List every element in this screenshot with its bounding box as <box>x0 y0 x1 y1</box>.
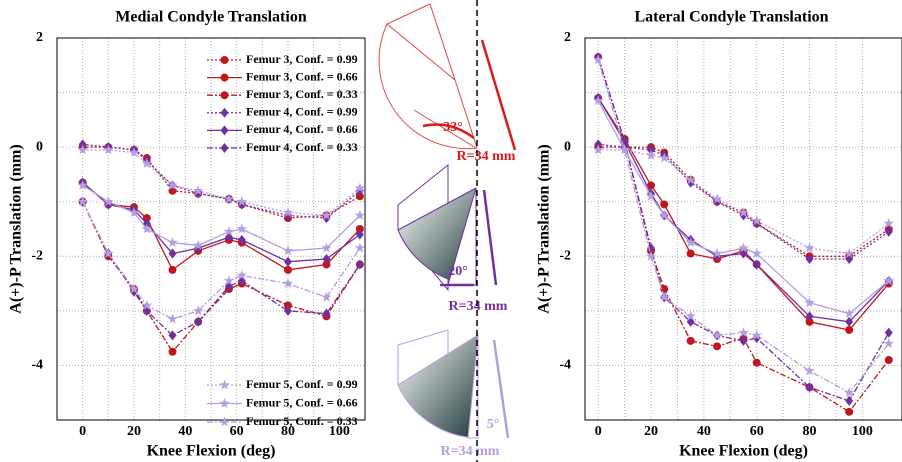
x-tick-label: 20 <box>127 424 141 439</box>
marker <box>885 356 893 364</box>
legend-label: Femur 4, Conf. = 0.33 <box>246 140 358 154</box>
plot-area <box>77 139 365 355</box>
series-line <box>83 183 360 270</box>
marker <box>219 380 229 390</box>
radius-arrow <box>482 40 515 150</box>
y-tick-label: -4 <box>559 358 571 373</box>
legend-label: Femur 3, Conf. = 0.99 <box>246 52 358 66</box>
x-tick-label: 0 <box>595 424 602 439</box>
marker <box>219 398 229 408</box>
marker <box>804 365 815 375</box>
marker <box>321 292 331 302</box>
marker <box>713 342 721 350</box>
series-line <box>83 144 360 218</box>
series-line <box>598 144 889 259</box>
legend-label: Femur 3, Conf. = 0.33 <box>246 87 358 101</box>
marker <box>167 237 177 247</box>
angle-label: 20° <box>448 264 468 279</box>
marker <box>753 359 761 367</box>
series-line <box>83 202 360 336</box>
marker <box>167 314 177 324</box>
legend-label: Femur 3, Conf. = 0.66 <box>246 69 358 83</box>
marker <box>355 243 366 253</box>
marker <box>844 387 855 397</box>
series-line <box>598 147 889 256</box>
marker <box>221 143 229 153</box>
diagram: 33° R=34 mm 20° R=34 mm 5° R=34 mm <box>379 0 516 462</box>
chart: Lateral Condyle Translation Knee Flexion … <box>536 9 902 460</box>
series-line <box>598 150 889 254</box>
angle-label: 5° <box>487 417 500 432</box>
chart-title: Medial Condyle Translation <box>115 9 307 26</box>
y-tick-label: -4 <box>31 358 43 373</box>
legend-label: Femur 5, Conf. = 0.66 <box>246 395 358 409</box>
y-tick-label: -2 <box>559 249 571 264</box>
x-tick-label: 60 <box>750 424 764 439</box>
marker <box>844 308 855 318</box>
x-tick-label: 20 <box>644 424 658 439</box>
series-line <box>83 183 360 262</box>
legend-label: Femur 4, Conf. = 0.66 <box>246 122 358 136</box>
marker <box>221 91 229 99</box>
angle-label: 33° <box>443 120 463 135</box>
x-tick-label: 60 <box>230 424 244 439</box>
series-line <box>598 57 889 401</box>
x-axis-label: Knee Flexion (deg) <box>679 443 808 460</box>
marker <box>806 382 814 392</box>
radius-label: R=34 mm <box>457 149 516 164</box>
series-line <box>598 57 889 412</box>
chart-title: Lateral Condyle Translation <box>634 9 828 26</box>
legend-label: Femur 5, Conf. = 0.99 <box>246 377 358 391</box>
x-tick-label: 0 <box>79 424 86 439</box>
y-tick-label: 0 <box>564 139 571 154</box>
marker <box>221 108 229 118</box>
x-axis-label: Knee Flexion (deg) <box>147 443 276 460</box>
marker <box>221 74 229 82</box>
marker <box>284 266 292 274</box>
legend-label: Femur 5, Conf. = 0.33 <box>246 414 358 428</box>
marker <box>687 250 695 258</box>
marker <box>283 245 293 255</box>
plot-frame <box>585 38 902 420</box>
marker <box>660 200 668 208</box>
y-tick-label: 0 <box>36 139 43 154</box>
x-tick-label: 40 <box>178 424 192 439</box>
plot-area <box>593 52 894 416</box>
marker <box>237 224 247 234</box>
marker <box>845 408 853 416</box>
y-axis-label: A(+)-P Translation (mm) <box>536 144 553 313</box>
marker <box>169 348 177 356</box>
marker <box>845 326 853 334</box>
radius-label: R=34 mm <box>441 444 500 459</box>
figure: 33° R=34 mm 20° R=34 mm 5° R=34 mm Media… <box>0 0 902 462</box>
marker <box>687 337 695 345</box>
x-tick-label: 80 <box>803 424 817 439</box>
y-tick-label: 2 <box>36 30 43 45</box>
series-line <box>83 202 360 319</box>
y-axis-label: A(+)-P Translation (mm) <box>8 144 25 313</box>
marker <box>283 278 293 288</box>
x-tick-label: 40 <box>697 424 711 439</box>
y-tick-label: 2 <box>564 30 571 45</box>
legend-label: Femur 4, Conf. = 0.99 <box>246 105 358 119</box>
marker <box>219 417 229 427</box>
marker <box>221 125 229 135</box>
y-tick-label: -2 <box>31 249 43 264</box>
marker <box>885 328 893 338</box>
marker <box>284 257 292 267</box>
marker <box>221 56 229 64</box>
radius-arrow <box>484 190 496 285</box>
x-tick-label: 100 <box>852 424 873 439</box>
chart: Medial Condyle Translation Knee Flexion (… <box>8 9 365 460</box>
radius-label: R=34 mm <box>449 299 508 314</box>
marker <box>169 266 177 274</box>
